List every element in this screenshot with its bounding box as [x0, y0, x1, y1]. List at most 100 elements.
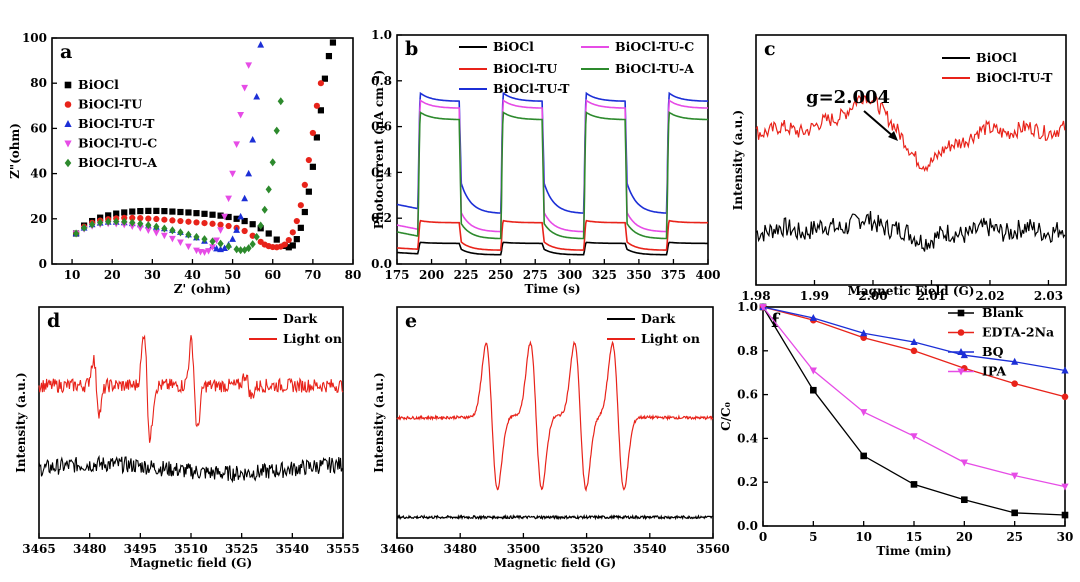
data-point — [177, 239, 184, 247]
data-point — [185, 218, 192, 225]
data-point — [201, 210, 208, 217]
data-point — [241, 84, 249, 92]
x-tick-label: 25 — [1006, 530, 1023, 544]
data-point — [241, 217, 248, 225]
y-tick-label: 0 — [39, 257, 47, 271]
data-point — [289, 242, 296, 249]
data-point — [321, 75, 329, 82]
x-tick-label: 275 — [523, 268, 548, 282]
legend-marker — [64, 81, 72, 89]
data-point — [137, 215, 144, 222]
data-point — [193, 232, 200, 241]
x-tick-label: 400 — [695, 268, 720, 282]
x-tick-label: 2.00 — [858, 289, 887, 303]
x-axis-label: Magnetic Field (G) — [848, 284, 975, 298]
data-point — [960, 459, 968, 467]
y-tick-label: 60 — [30, 121, 47, 135]
data-point — [297, 224, 304, 231]
data-point — [193, 219, 200, 226]
x-tick-label: 40 — [184, 268, 201, 282]
data-point — [169, 226, 176, 235]
x-tick-label: 325 — [592, 268, 617, 282]
data-point — [213, 244, 220, 252]
data-point — [253, 93, 261, 100]
y-axis-label: Intensity (a.u.) — [372, 372, 386, 472]
annotation-arrow — [863, 110, 895, 138]
series-line — [397, 219, 708, 251]
data-point — [233, 215, 240, 222]
series-line — [38, 454, 344, 484]
data-point — [160, 232, 168, 240]
panel-label: b — [405, 38, 418, 60]
y-axis-label: Photocurrent (μA cm⁻²) — [372, 70, 386, 229]
data-point — [269, 158, 276, 167]
data-point — [105, 217, 112, 226]
series-line — [396, 99, 708, 233]
data-point — [305, 156, 312, 164]
data-point — [237, 212, 245, 220]
x-tick-label: 5 — [809, 530, 817, 544]
x-tick-label: 3560 — [696, 542, 729, 556]
legend-label: BiOCl-TU-C — [78, 136, 157, 151]
panel-label: a — [60, 41, 72, 63]
x-tick-label: 60 — [264, 268, 281, 282]
data-point — [81, 223, 88, 232]
data-point — [317, 107, 324, 114]
y-tick-label: 0.8 — [371, 74, 392, 88]
data-point — [313, 102, 320, 109]
y-tick-label: 0.2 — [371, 211, 392, 225]
data-point — [177, 217, 184, 225]
x-tick-label: 3460 — [380, 542, 413, 556]
legend-label: BiOCl-TU-C — [615, 39, 694, 54]
data-point — [305, 188, 312, 195]
data-point — [168, 235, 176, 243]
data-point — [205, 248, 212, 255]
data-point — [137, 219, 144, 228]
data-point — [136, 225, 144, 232]
x-tick-label: 3500 — [507, 542, 540, 556]
panel-label: d — [47, 310, 60, 332]
series-line — [755, 93, 1066, 173]
data-point — [225, 195, 232, 203]
data-point — [221, 244, 228, 251]
data-point — [128, 223, 136, 230]
data-point — [233, 141, 241, 148]
data-point — [145, 215, 152, 222]
y-tick-label: 0.4 — [737, 431, 758, 445]
data-point — [217, 227, 224, 234]
x-tick-label: 3540 — [276, 542, 309, 556]
legend-marker — [64, 101, 72, 108]
y-tick-label: 1.0 — [371, 28, 392, 42]
legend-label: BiOCl — [976, 50, 1017, 65]
legend-label: BiOCl — [78, 77, 119, 92]
legend-label: BiOCl-TU-T — [976, 70, 1053, 85]
data-point — [245, 244, 252, 253]
legend-label: BQ — [982, 344, 1004, 359]
y-axis-label: Intensity (a.u.) — [14, 372, 28, 472]
data-point — [285, 244, 292, 251]
legend-marker — [64, 120, 72, 127]
data-point — [129, 208, 136, 215]
data-point — [910, 338, 918, 346]
x-tick-label: 80 — [345, 268, 362, 282]
data-point — [241, 227, 248, 235]
x-tick-label: 3465 — [22, 542, 55, 556]
data-point — [233, 226, 241, 233]
legend-label: Dark — [641, 311, 676, 326]
data-point — [169, 208, 176, 215]
series-line — [396, 340, 714, 493]
series-line — [396, 111, 708, 240]
data-point — [113, 210, 120, 217]
data-point — [169, 217, 176, 224]
x-tick-label: 0 — [759, 530, 767, 544]
data-point — [225, 242, 232, 251]
y-tick-label: 0.2 — [737, 475, 758, 489]
data-point — [217, 221, 224, 228]
x-tick-label: 3540 — [633, 542, 666, 556]
x-axis-label: Magnetic field (G) — [130, 556, 252, 570]
data-point — [273, 236, 280, 243]
panel-a: 10 20 30 40 50 60 70 80 0 20 40 60 80 100 Z' (ohm) Z"(o… — [8, 31, 361, 296]
data-point — [1011, 380, 1018, 387]
x-tick-label: 1.99 — [800, 289, 829, 303]
data-point — [113, 217, 120, 226]
